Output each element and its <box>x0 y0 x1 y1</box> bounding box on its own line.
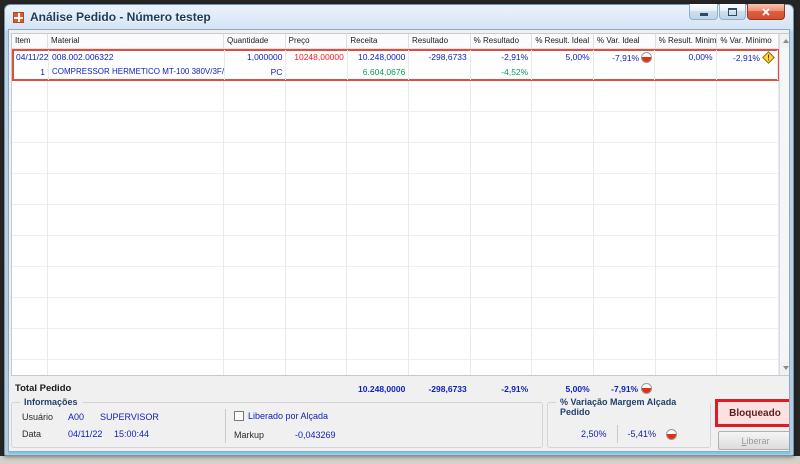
cell-pct-var-ideal[interactable]: -7,91% <box>594 50 656 65</box>
titlebar[interactable]: Análise Pedido - Número testep <box>5 4 793 29</box>
cell-quantidade[interactable]: 1,000000 <box>225 50 287 65</box>
cell-material[interactable]: 008.002.006322 <box>49 50 225 65</box>
variacao-real-value: -5,41% <box>627 429 657 439</box>
informacoes-groupbox: Informações Usuário A00 SUPERVISOR Data … <box>11 397 543 448</box>
column-header-receita[interactable]: Receita <box>347 34 409 48</box>
cell-item[interactable]: 04/11/22 <box>13 50 49 65</box>
maximize-button[interactable] <box>719 4 746 20</box>
variacao-title: % Variação Margem Alçada Pedido <box>556 397 710 417</box>
column-header-preco[interactable]: Preço <box>286 34 348 48</box>
app-window: Análise Pedido - Número testep Item Mate… <box>4 4 794 456</box>
grid-main: Item Material Quantidade Preço Receita R… <box>12 34 779 375</box>
window-title: Análise Pedido - Número testep <box>30 10 211 24</box>
informacoes-title: Informações <box>20 397 82 407</box>
cell-pct-result-minimo[interactable]: 0,00% <box>655 50 717 65</box>
variacao-values: 2,50% -5,41% <box>548 425 710 443</box>
red-gauge-icon <box>641 383 653 394</box>
selected-record-group[interactable]: 04/11/22 008.002.006322 1,000000 10248,0… <box>12 49 779 81</box>
cell-pct-resultado[interactable]: -4,52% <box>471 65 533 80</box>
data-label: Data <box>22 429 42 439</box>
usuario-name: SUPERVISOR <box>100 412 159 422</box>
cell-pct-var-minimo[interactable] <box>717 65 778 80</box>
time-value: 15:00:44 <box>114 429 150 439</box>
taskbar-strip <box>0 456 800 464</box>
liberado-checkbox[interactable] <box>234 411 244 421</box>
minimize-button[interactable] <box>689 4 718 20</box>
liberar-label-mnemonic: L <box>741 435 747 446</box>
usuario-label: Usuário <box>22 412 54 422</box>
scroll-up-icon <box>783 39 789 43</box>
column-header-material[interactable]: Material <box>48 34 224 48</box>
vertical-scrollbar[interactable] <box>779 34 789 375</box>
cell-quantidade[interactable]: PC <box>225 65 287 80</box>
cell-pct-result-ideal[interactable] <box>532 65 594 80</box>
pct-var-minimo-value: -2,91% <box>733 52 760 63</box>
variacao-ideal-value: 2,50% <box>580 429 607 439</box>
cell-item[interactable]: 1 <box>13 65 49 80</box>
markup-value: -0,043269 <box>295 430 336 440</box>
bloqueado-status-badge: Bloqueado <box>715 399 789 427</box>
cell-material[interactable]: COMPRESSOR HERMETICO MT-100 380V/3F/60HZ <box>49 65 225 80</box>
scroll-down-icon <box>783 366 789 370</box>
variacao-groupbox: % Variação Margem Alçada Pedido 2,50% -5… <box>547 397 711 448</box>
cell-pct-var-minimo[interactable]: -2,91% <box>717 50 778 65</box>
cell-preco[interactable] <box>286 65 348 80</box>
markup-label: Markup <box>234 430 265 440</box>
total-pct-resultado: -2,91% <box>501 383 529 394</box>
column-header-pct-result-ideal[interactable]: % Result. Ideal <box>532 34 594 48</box>
total-label: Total Pedido <box>15 383 72 394</box>
cell-receita[interactable]: 10.248,0000 <box>348 50 410 65</box>
app-icon <box>13 11 24 23</box>
maximize-icon <box>728 7 737 16</box>
scroll-down-button[interactable] <box>780 361 789 375</box>
column-header-resultado[interactable]: Resultado <box>409 34 471 48</box>
total-pct-result-ideal: 5,00% <box>565 383 590 394</box>
minimize-icon <box>699 13 708 16</box>
pct-var-ideal-value: -7,91% <box>612 52 640 63</box>
total-pct-var-ideal: -7,91% <box>593 383 654 394</box>
liberado-checkbox-row: Liberado por Alçada <box>234 411 328 421</box>
grid-header-row: Item Material Quantidade Preço Receita R… <box>12 34 779 49</box>
liberado-checkbox-label: Liberado por Alçada <box>248 411 329 421</box>
scroll-up-button[interactable] <box>780 34 789 48</box>
cell-receita[interactable]: 6.604,0676 <box>348 65 410 80</box>
data-value: 04/11/22 <box>68 429 103 439</box>
column-header-pct-var-minimo[interactable]: % Var. Mínimo <box>717 34 779 48</box>
window-controls <box>689 4 785 20</box>
cell-pct-result-ideal[interactable]: 5,00% <box>532 50 594 65</box>
total-receita: 10.248,0000 <box>358 383 406 394</box>
variacao-divider <box>616 425 618 443</box>
close-icon <box>762 7 770 16</box>
cell-pct-resultado[interactable]: -2,91% <box>471 50 533 65</box>
close-button[interactable] <box>747 4 785 20</box>
cell-preco[interactable]: 10248,00000 <box>286 50 348 65</box>
grid-row-description[interactable]: 1 COMPRESSOR HERMETICO MT-100 380V/3F/60… <box>13 65 778 80</box>
column-header-pct-result-minimo[interactable]: % Result. Minimo <box>656 34 718 48</box>
window-body: Item Material Quantidade Preço Receita R… <box>8 29 790 452</box>
red-gauge-icon <box>641 52 653 63</box>
cell-resultado[interactable]: -298,6733 <box>409 50 471 65</box>
column-header-pct-var-ideal[interactable]: % Var. Ideal <box>594 34 656 48</box>
grid-row-main[interactable]: 04/11/22 008.002.006322 1,000000 10248,0… <box>13 50 778 65</box>
column-header-quantidade[interactable]: Quantidade <box>224 34 286 48</box>
order-items-grid: Item Material Quantidade Preço Receita R… <box>11 33 789 376</box>
yellow-warning-diamond-icon <box>762 51 775 64</box>
red-gauge-icon <box>666 428 678 440</box>
cell-pct-var-ideal[interactable] <box>594 65 656 80</box>
liberar-button[interactable]: Liberar <box>718 431 789 450</box>
grid-empty-rows <box>12 81 779 375</box>
total-resultado: -298,6733 <box>428 383 467 394</box>
info-divider <box>225 409 226 443</box>
cell-pct-result-minimo[interactable] <box>655 65 717 80</box>
usuario-code: A00 <box>68 412 85 422</box>
column-header-pct-resultado[interactable]: % Resultado <box>471 34 533 48</box>
column-header-item[interactable]: Item <box>12 34 48 48</box>
cell-resultado[interactable] <box>409 65 471 80</box>
liberar-label-rest: iberar <box>746 435 770 446</box>
total-pct-var-ideal-value: -7,91% <box>611 383 639 394</box>
total-row: Total Pedido 10.248,0000 -298,6733 -2,91… <box>12 378 777 399</box>
